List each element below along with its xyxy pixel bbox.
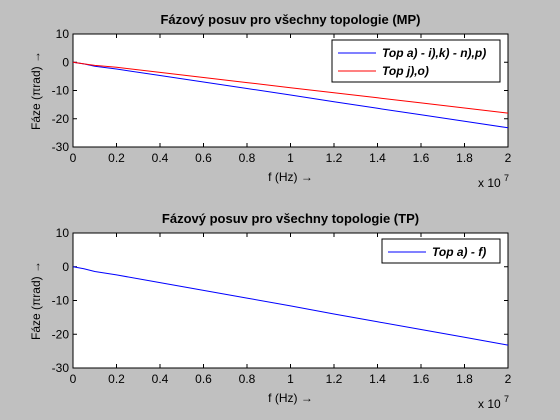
x-tick-label: 1.4	[369, 151, 386, 165]
y-tick-label: -30	[52, 140, 70, 154]
series-line-1	[72, 266, 509, 346]
legend-box	[331, 39, 501, 83]
series-line-1	[72, 61, 509, 129]
x-tick-label: 1.4	[369, 372, 386, 386]
x-exponent: 7	[504, 173, 509, 183]
legend-label: Top a) - i),k) - n),p)	[382, 46, 486, 60]
y-tick-label: 10	[56, 226, 70, 240]
y-tick-label: -20	[52, 112, 70, 126]
legend-box	[381, 238, 501, 264]
x-axis-label: f (Hz) →	[268, 391, 313, 405]
x-exponent: 7	[504, 394, 509, 404]
x-tick-label: 1.6	[413, 151, 430, 165]
x-tick-label: 0.2	[108, 151, 125, 165]
x-tick-label: 1.2	[326, 372, 343, 386]
chart-title: Fázový posuv pro všechny topologie (TP)	[162, 211, 419, 226]
x-tick-label: 0.4	[152, 372, 169, 386]
series-line-2	[72, 61, 509, 114]
y-tick-label: 10	[56, 27, 70, 41]
x-tick-label: 0	[70, 151, 77, 165]
x-exponent-label: x 10	[478, 397, 501, 411]
x-tick-label: 1	[287, 372, 294, 386]
y-tick-label: -30	[52, 361, 70, 375]
y-tick-label: 0	[62, 260, 69, 274]
x-tick-label: 1.8	[456, 372, 473, 386]
y-tick-label: -10	[52, 84, 70, 98]
y-axis-label: Fáze (πrad) →	[29, 51, 43, 130]
x-tick-label: 1	[287, 151, 294, 165]
legend-label: Top a) - f)	[432, 245, 486, 259]
x-tick-label: 1.8	[456, 151, 473, 165]
legend-label: Top j),o)	[382, 64, 429, 78]
x-tick-label: 0.8	[239, 372, 256, 386]
x-tick-label: 1.6	[413, 372, 430, 386]
x-tick-label: 1.2	[326, 151, 343, 165]
chart-2: Fázový posuv pro všechny topologie (TP) 0…	[29, 211, 512, 411]
x-tick-label: 0.6	[195, 372, 212, 386]
y-tick-label: 0	[62, 55, 69, 69]
y-axis-label: Fáze (πrad) →	[29, 261, 43, 340]
x-tick-label: 2	[505, 372, 512, 386]
legend: Top a) - f)	[381, 238, 501, 264]
x-tick-label: 0.6	[195, 151, 212, 165]
x-axis-label: f (Hz) →	[268, 170, 313, 184]
y-tick-label: -10	[52, 294, 70, 308]
x-tick-label: 0.2	[108, 372, 125, 386]
x-exponent-label: x 10	[478, 176, 501, 190]
chart-1: Fázový posuv pro všechny topologie (MP) 0…	[29, 12, 512, 190]
x-tick-label: 0	[70, 372, 77, 386]
legend: Top a) - i),k) - n),p) Top j),o)	[331, 39, 501, 83]
y-tick-label: -20	[52, 327, 70, 341]
chart-title: Fázový posuv pro všechny topologie (MP)	[160, 12, 420, 27]
x-tick-label: 0.8	[239, 151, 256, 165]
x-tick-label: 2	[505, 151, 512, 165]
x-tick-label: 0.4	[152, 151, 169, 165]
